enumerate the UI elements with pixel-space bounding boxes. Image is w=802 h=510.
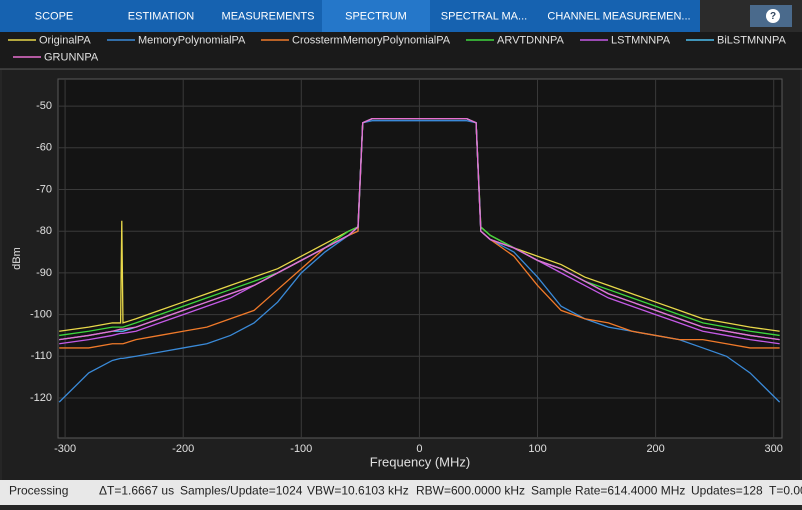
tab-label[interactable]: CHANNEL MEASUREMEN... xyxy=(547,10,690,22)
tab[interactable] xyxy=(430,0,538,32)
x-tick-label: 0 xyxy=(416,443,422,455)
status-bar xyxy=(0,480,802,505)
tab-label[interactable]: SPECTRUM xyxy=(345,10,407,22)
status-text: T=0.00 xyxy=(769,484,802,498)
legend-label[interactable]: ARVTDNNPA xyxy=(497,34,564,46)
status-text: Processing xyxy=(9,484,68,498)
tab-label[interactable]: SCOPE xyxy=(35,10,74,22)
x-tick-label: 300 xyxy=(765,443,783,455)
tab-label[interactable]: MEASUREMENTS xyxy=(222,10,315,22)
legend-label[interactable]: CrosstermMemoryPolynomialPA xyxy=(292,34,451,46)
help-icon[interactable] xyxy=(766,9,780,23)
y-tick-label: -60 xyxy=(36,142,52,154)
y-tick-label: -110 xyxy=(31,350,52,362)
x-tick-label: 200 xyxy=(646,443,664,455)
tab[interactable] xyxy=(538,0,700,32)
x-tick-label: 100 xyxy=(528,443,546,455)
x-tick-label: -200 xyxy=(172,443,194,455)
series-line xyxy=(59,117,780,341)
legend-label[interactable]: MemoryPolynomialPA xyxy=(138,34,246,46)
status-text: ΔT=1.6667 us xyxy=(99,484,174,498)
x-tick-label: -300 xyxy=(54,443,76,455)
y-tick-label: -120 xyxy=(30,392,52,404)
status-text: RBW=600.0000 kHz xyxy=(416,484,525,498)
x-axis-label: Frequency (MHz) xyxy=(370,454,470,469)
tab-label[interactable]: ESTIMATION xyxy=(128,10,194,22)
status-text: Sample Rate=614.4000 MHz xyxy=(531,484,685,498)
y-axis-label: dBm xyxy=(11,247,23,270)
tab[interactable] xyxy=(214,0,322,32)
series-line xyxy=(58,120,781,403)
legend-label[interactable]: LSTMNNPA xyxy=(611,34,671,46)
tab[interactable] xyxy=(322,0,430,32)
tab-label[interactable]: SPECTRAL MA... xyxy=(441,10,527,22)
tab[interactable] xyxy=(0,0,108,32)
legend-area xyxy=(0,32,802,69)
y-tick-label: -70 xyxy=(36,183,52,195)
axes xyxy=(57,78,783,439)
legend-label[interactable]: GRUNNPA xyxy=(44,51,99,63)
x-tick-label: -100 xyxy=(290,443,312,455)
tab[interactable] xyxy=(108,0,214,32)
legend-label[interactable]: BiLSTMNNPA xyxy=(717,34,787,46)
y-tick-label: -90 xyxy=(36,267,52,279)
status-text: Updates=128 xyxy=(691,484,763,498)
help-icon-glyph: ? xyxy=(770,11,776,22)
y-tick-label: -80 xyxy=(36,225,52,237)
status-text: Samples/Update=1024 xyxy=(180,484,303,498)
legend-label[interactable]: OriginalPA xyxy=(39,34,91,46)
y-tick-label: -100 xyxy=(30,308,52,320)
y-tick-label: -50 xyxy=(36,100,52,112)
status-text: VBW=10.6103 kHz xyxy=(307,484,409,498)
